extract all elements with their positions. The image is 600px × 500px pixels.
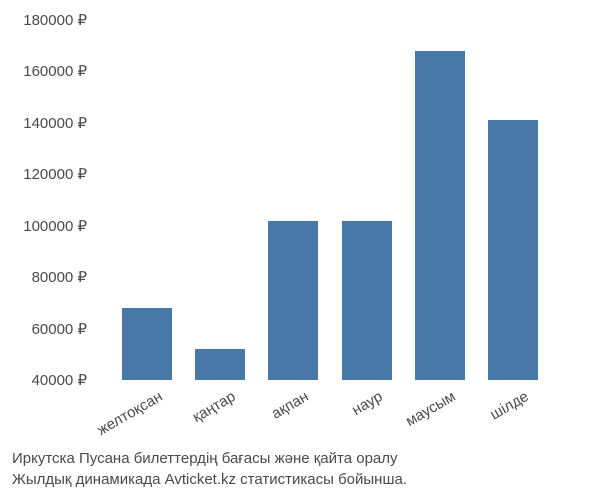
bars-group [100, 20, 560, 380]
y-tick-label: 160000 ₽ [23, 62, 87, 80]
y-axis: 40000 ₽60000 ₽80000 ₽100000 ₽120000 ₽140… [0, 20, 95, 380]
bar [195, 349, 245, 380]
y-tick-label: 40000 ₽ [32, 371, 87, 389]
bar [488, 120, 538, 380]
caption-line-1: Иркутска Пусана билеттердің бағасы және … [12, 448, 407, 469]
bar [415, 51, 465, 380]
bar [122, 308, 172, 380]
y-tick-label: 80000 ₽ [32, 268, 87, 286]
y-tick-label: 140000 ₽ [23, 114, 87, 132]
chart-container: 40000 ₽ 60000 ₽ 80000 ₽ 100000 ₽ 120000 ₽ 140… [0, 0, 600, 500]
caption-line-2: Жылдық динамикада Avticket.kz статистика… [12, 469, 407, 490]
chart-caption: Иркутска Пусана билеттердің бағасы және … [12, 448, 407, 490]
plot-area [100, 20, 560, 380]
bar [268, 221, 318, 380]
x-labels-group: желтоқсанқаңтарақпаннаурмаусымшілде [100, 380, 560, 440]
x-axis: желтоқсанқаңтарақпаннаурмаусымшілде [100, 380, 560, 440]
y-tick-label: 120000 ₽ [23, 165, 87, 183]
y-tick-label: 100000 ₽ [23, 217, 87, 235]
y-tick-label: 180000 ₽ [23, 11, 87, 29]
bar [342, 221, 392, 380]
y-tick-label: 60000 ₽ [32, 320, 87, 338]
